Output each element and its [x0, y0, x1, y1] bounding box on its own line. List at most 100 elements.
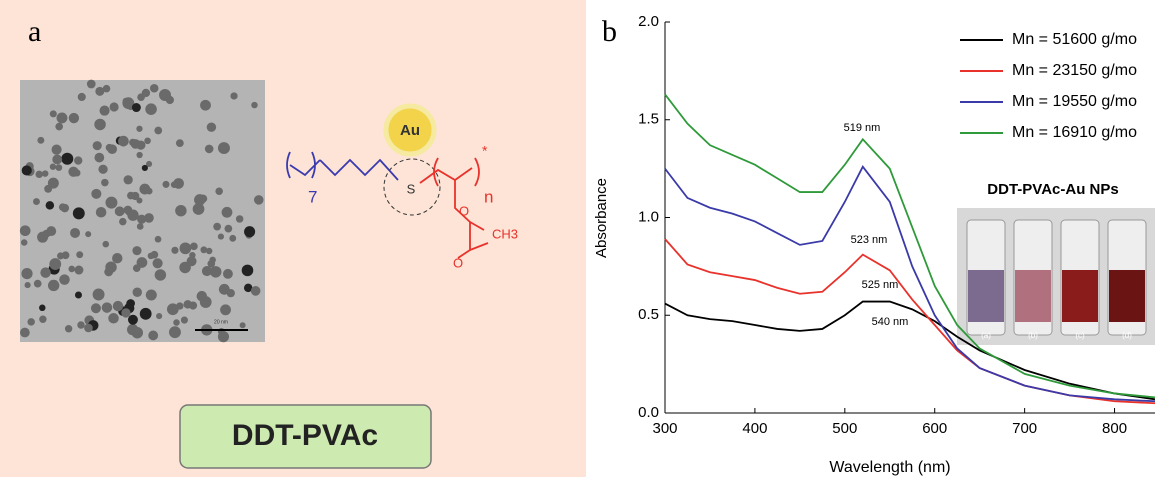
nanoparticle — [77, 92, 86, 102]
nanoparticle — [105, 261, 117, 273]
y-tick-label: 1.0 — [638, 208, 659, 225]
nanoparticle — [175, 139, 184, 148]
vial-label: (c) — [1075, 331, 1085, 340]
nanoparticle — [204, 144, 214, 154]
nanoparticle — [59, 274, 70, 285]
nanoparticle — [136, 151, 143, 159]
nanoparticle — [220, 304, 231, 316]
nanoparticle — [136, 125, 143, 132]
nanoparticle — [73, 169, 81, 177]
nanoparticle — [98, 164, 108, 174]
nanoparticle — [209, 266, 222, 278]
ester-oxygen: O — [459, 203, 469, 218]
nanoparticle — [74, 156, 83, 165]
nanoparticle — [141, 88, 151, 98]
nanoparticle — [136, 223, 144, 230]
nanoparticle — [70, 227, 81, 238]
nanoparticle — [131, 103, 141, 113]
nanoparticle — [64, 325, 73, 333]
nanoparticle — [179, 261, 191, 274]
nanoparticle — [154, 235, 162, 243]
nanoparticle — [241, 264, 254, 277]
nanoparticle — [230, 92, 238, 100]
nanoparticle — [101, 302, 113, 313]
x-axis-title: Wavelength (nm) — [829, 459, 950, 476]
scale-bar-label: 20 nm — [214, 319, 228, 325]
nanoparticle — [47, 279, 60, 292]
nanoparticle — [180, 316, 188, 324]
nanoparticle — [129, 138, 137, 147]
carbonyl-oxygen: O — [453, 255, 463, 270]
nanoparticle — [112, 300, 124, 312]
nanoparticle — [132, 246, 142, 256]
nanoparticle — [84, 323, 93, 333]
series-line — [664, 164, 1155, 403]
nanoparticle — [145, 289, 157, 301]
binding-site — [383, 158, 441, 216]
vial-solution — [1062, 270, 1098, 322]
vial-label: (b) — [1028, 331, 1038, 340]
nanoparticle — [147, 252, 155, 260]
nanoparticle — [173, 319, 180, 326]
nanoparticle — [94, 152, 105, 163]
nanoparticle — [166, 303, 179, 316]
nanoparticle — [45, 201, 55, 210]
nanoparticle — [137, 214, 147, 224]
gold-label: Au — [400, 122, 420, 139]
nanoparticle — [194, 194, 206, 206]
gold-particle — [383, 103, 437, 157]
nanoparticle — [95, 207, 107, 218]
nanoparticle — [55, 122, 64, 131]
nanoparticle — [94, 118, 106, 131]
nanoparticle — [112, 253, 123, 264]
nanoparticle — [159, 88, 171, 101]
nanoparticle — [244, 226, 256, 238]
vial-label: (d) — [1122, 331, 1132, 340]
nanoparticle — [52, 154, 63, 165]
nanoparticle — [39, 315, 47, 323]
nanoparticle — [68, 112, 80, 124]
panel-label: a — [28, 15, 41, 48]
x-tick-label: 800 — [1102, 420, 1127, 437]
vial-solution — [1015, 270, 1051, 322]
nanoparticle — [221, 206, 233, 218]
y-tick-label: 0.5 — [638, 306, 659, 323]
nanoparticle — [254, 195, 264, 205]
nanoparticle — [114, 206, 125, 217]
nanoparticle — [251, 101, 258, 109]
nanoparticle — [152, 258, 163, 269]
nanoparticle — [229, 234, 237, 242]
nanoparticle — [132, 264, 141, 272]
x-tick-label: 300 — [652, 420, 677, 437]
vial-solution — [968, 270, 1004, 322]
nanoparticle — [123, 175, 133, 185]
nanoparticle — [107, 144, 118, 155]
nanoparticle — [131, 191, 140, 201]
nanoparticle — [250, 286, 261, 296]
nanoparticle — [144, 137, 151, 145]
nanoparticle — [145, 103, 157, 115]
nanoparticle — [41, 170, 49, 177]
nanoparticle — [108, 313, 119, 324]
nanoparticle — [162, 180, 170, 188]
nanoparticle — [33, 279, 42, 288]
nanoparticle — [121, 308, 131, 318]
nanoparticle — [76, 251, 84, 259]
nanoparticle — [176, 302, 184, 310]
nanoparticle — [226, 289, 235, 298]
nanoparticle — [20, 239, 28, 246]
nanoparticle — [118, 135, 129, 147]
nanoparticle — [145, 160, 153, 168]
nanoparticle — [144, 213, 154, 223]
nanoparticle — [213, 222, 222, 231]
nanoparticle — [215, 187, 223, 195]
y-axis-title: Absorbance — [593, 178, 610, 258]
nanoparticle — [175, 204, 187, 217]
x-tick-label: 500 — [832, 420, 857, 437]
nanoparticle — [105, 196, 118, 209]
legend-label: Mn = 23150 g/mo — [1012, 62, 1137, 79]
nanoparticle — [141, 164, 148, 172]
nanoparticle — [139, 307, 152, 320]
